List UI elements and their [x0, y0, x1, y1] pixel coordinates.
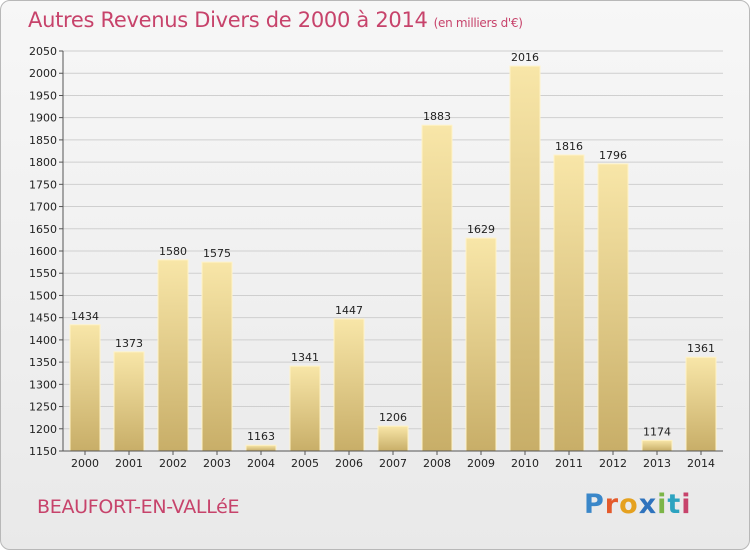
- chart-title: Autres Revenus Divers de 2000 à 2014 (en …: [28, 8, 523, 32]
- chart-unit: (en milliers d'€): [433, 16, 523, 30]
- place-name: BEAUFORT-EN-VALLéE: [37, 496, 240, 518]
- bar-2002: [157, 259, 189, 452]
- x-tick-label: 2003: [203, 457, 231, 470]
- y-tick-label: 1400: [29, 334, 57, 347]
- y-tick-label: 1350: [29, 356, 57, 369]
- x-tick-label: 2004: [247, 457, 275, 470]
- bar-2010: [509, 65, 541, 452]
- logo-letter: i: [657, 489, 668, 520]
- bar-2000: [69, 324, 101, 452]
- data-label: 1796: [599, 149, 627, 162]
- data-label: 1373: [115, 337, 143, 350]
- x-tick-label: 2000: [71, 457, 99, 470]
- y-tick-label: 1500: [29, 289, 57, 302]
- y-tick-label: 1450: [29, 312, 57, 325]
- axes: [62, 51, 723, 452]
- bar-2011: [553, 154, 585, 452]
- y-tick-label: 1300: [29, 378, 57, 391]
- data-label: 1629: [467, 223, 495, 236]
- bar-2012: [597, 163, 629, 452]
- data-label: 1361: [687, 342, 715, 355]
- x-tick-label: 2012: [599, 457, 627, 470]
- x-tick-label: 2005: [291, 457, 319, 470]
- bar-2005: [289, 365, 321, 452]
- y-tick-label: 1650: [29, 223, 57, 236]
- data-label: 1580: [159, 245, 187, 258]
- y-tick-label: 1850: [29, 134, 57, 147]
- bar-2009: [465, 237, 497, 452]
- y-tick-label: 1550: [29, 267, 57, 280]
- bars: [69, 65, 717, 452]
- y-tick-label: 1900: [29, 112, 57, 125]
- x-axis-ticks: 2000 2001 2002 2003 2004 2005 2006 2007 2008 2009…: [71, 451, 715, 470]
- y-tick-label: 1800: [29, 156, 57, 169]
- data-label: 1883: [423, 110, 451, 123]
- data-label: 1447: [335, 304, 363, 317]
- data-label: 1163: [247, 430, 275, 443]
- y-axis-ticks: 1150 1200 1250 1300 1350 1400 1450 1500 1550 1600…: [29, 45, 63, 458]
- x-tick-label: 2009: [467, 457, 495, 470]
- logo-letter: x: [638, 489, 658, 520]
- logo-letter: t: [667, 489, 682, 520]
- x-tick-label: 2014: [687, 457, 715, 470]
- bar-2013: [641, 439, 673, 452]
- y-tick-label: 1950: [29, 89, 57, 102]
- proxiti-logo: Proxiti: [584, 489, 692, 520]
- data-label: 1341: [291, 351, 319, 364]
- logo-letter: P: [584, 489, 605, 520]
- chart-title-text: Autres Revenus Divers de 2000 à 2014: [28, 8, 428, 32]
- y-tick-label: 2000: [29, 67, 57, 80]
- x-tick-label: 2002: [159, 457, 187, 470]
- x-tick-label: 2008: [423, 457, 451, 470]
- x-tick-label: 2001: [115, 457, 143, 470]
- y-tick-label: 1200: [29, 423, 57, 436]
- y-tick-label: 1250: [29, 401, 57, 414]
- x-tick-label: 2006: [335, 457, 363, 470]
- y-tick-label: 2050: [29, 45, 57, 58]
- bar-2008: [421, 124, 453, 452]
- bar-2007: [377, 425, 409, 452]
- data-label: 2016: [511, 51, 539, 64]
- logo-letter: i: [681, 489, 692, 520]
- bar-2006: [333, 318, 365, 452]
- data-labels: 1434 1373 1580 1575 1163 1341 1447 1206 1883 1629…: [71, 51, 715, 443]
- x-tick-label: 2011: [555, 457, 583, 470]
- bar-2003: [201, 261, 233, 452]
- bar-2001: [113, 351, 145, 452]
- x-tick-label: 2013: [643, 457, 671, 470]
- data-label: 1206: [379, 411, 407, 424]
- data-label: 1816: [555, 140, 583, 153]
- data-label: 1174: [643, 425, 671, 438]
- bar-2004: [245, 444, 277, 452]
- logo-letter: o: [619, 489, 639, 520]
- y-tick-label: 1150: [29, 445, 57, 458]
- data-label: 1575: [203, 247, 231, 260]
- x-tick-label: 2010: [511, 457, 539, 470]
- logo-letter: r: [604, 489, 620, 520]
- y-tick-label: 1750: [29, 178, 57, 191]
- bar-2014: [685, 356, 717, 452]
- y-tick-label: 1700: [29, 201, 57, 214]
- data-label: 1434: [71, 310, 99, 323]
- y-tick-label: 1600: [29, 245, 57, 258]
- x-tick-label: 2007: [379, 457, 407, 470]
